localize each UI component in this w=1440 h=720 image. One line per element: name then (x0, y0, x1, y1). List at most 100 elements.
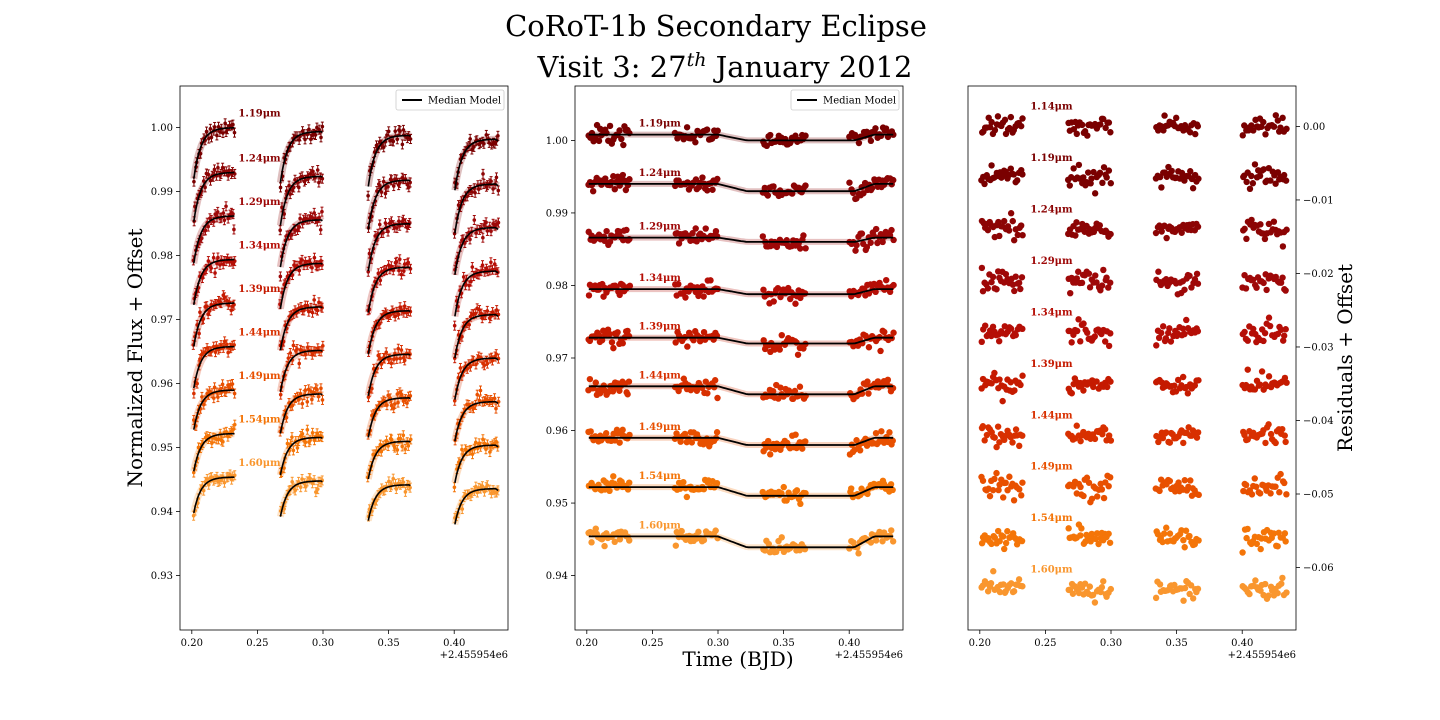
data-point (616, 536, 624, 543)
data-point (472, 218, 477, 222)
data-point (693, 238, 700, 245)
median-model-line (279, 393, 323, 434)
series-1.60um: 1.60μm (585, 520, 897, 557)
data-point (317, 263, 321, 268)
data-point (384, 350, 389, 355)
wavelength-label: 1.54μm (238, 415, 281, 426)
data-point (611, 538, 618, 546)
data-point (290, 188, 295, 192)
data-point (392, 357, 396, 362)
data-point (215, 261, 219, 266)
data-point (695, 528, 702, 536)
data-point (406, 444, 411, 448)
data-point (626, 479, 633, 486)
data-point (867, 539, 875, 546)
data-point (700, 536, 708, 544)
data-point (467, 322, 471, 327)
data-point (480, 316, 485, 321)
data-point (381, 231, 385, 235)
data-point (300, 477, 304, 481)
data-point (693, 387, 701, 394)
data-point (714, 175, 721, 183)
data-point (494, 308, 499, 312)
median-model-line (454, 487, 499, 525)
series-1.54um: 1.54μm (190, 415, 500, 493)
data-point (216, 165, 220, 170)
data-point (298, 391, 303, 396)
data-point (477, 398, 482, 403)
data-point (401, 480, 406, 484)
data-point (389, 403, 394, 408)
data-point (610, 344, 617, 352)
data-point (606, 238, 614, 245)
residual-point (1107, 129, 1114, 136)
data-point (623, 226, 630, 234)
data-point (465, 367, 470, 371)
data-point (307, 127, 311, 132)
data-point (289, 233, 294, 237)
data-point (485, 483, 490, 488)
plot-frame (967, 85, 1297, 631)
data-point (878, 428, 885, 435)
data-point (616, 439, 623, 446)
data-point (792, 431, 799, 438)
data-point (473, 311, 478, 316)
y-tick-label: 0.95 (151, 443, 173, 454)
data-point (485, 361, 490, 366)
residual-point (1186, 129, 1194, 136)
data-point (315, 168, 320, 172)
data-point (879, 238, 886, 246)
x-axis-label: Time (BJD) (682, 647, 793, 671)
data-point (714, 394, 721, 402)
data-point (493, 141, 497, 146)
data-point (403, 447, 407, 451)
data-point (221, 211, 226, 215)
median-model-line (367, 440, 411, 480)
data-point (496, 188, 501, 193)
median-model-line (588, 236, 894, 243)
data-point (212, 125, 217, 129)
data-point (305, 427, 310, 432)
data-point (310, 266, 314, 270)
data-point (305, 303, 310, 308)
data-point (713, 429, 721, 436)
data-point (855, 550, 862, 557)
y-tick-label: 0.98 (151, 251, 173, 262)
data-point (855, 139, 863, 147)
x-tick-label: 0.30 (707, 638, 729, 649)
data-point (310, 216, 315, 220)
wavelength-label: 1.44μm (639, 370, 682, 381)
data-point (494, 406, 498, 411)
data-point (791, 387, 799, 395)
residual-point (1017, 122, 1025, 130)
series-1.39um: 1.39μm (585, 322, 897, 358)
data-point (853, 437, 860, 444)
median-model-line (279, 219, 323, 268)
median-model-line (367, 483, 411, 521)
residual-point (1250, 127, 1257, 134)
x-tick-label: 0.40 (443, 638, 465, 649)
wavelength-label: 1.60μm (639, 520, 682, 531)
data-point (370, 386, 374, 391)
residual-point (986, 123, 994, 131)
residual-point (1173, 114, 1180, 122)
data-point (616, 127, 623, 134)
data-point (399, 272, 404, 277)
data-point (320, 398, 325, 402)
data-point (473, 190, 477, 195)
data-point (890, 281, 897, 289)
series-1.34um: 1.34μm (585, 273, 897, 307)
data-point (460, 334, 464, 339)
data-point (232, 391, 237, 396)
data-point (204, 304, 209, 308)
data-point (889, 437, 896, 444)
series-1.24um: 1.24μm (585, 168, 897, 203)
median-model-line (454, 400, 499, 442)
data-point (872, 429, 880, 437)
data-point (222, 295, 227, 300)
data-point (385, 403, 389, 407)
data-point (298, 260, 302, 265)
data-point (780, 483, 787, 491)
data-point (797, 245, 804, 252)
data-point (377, 139, 382, 144)
